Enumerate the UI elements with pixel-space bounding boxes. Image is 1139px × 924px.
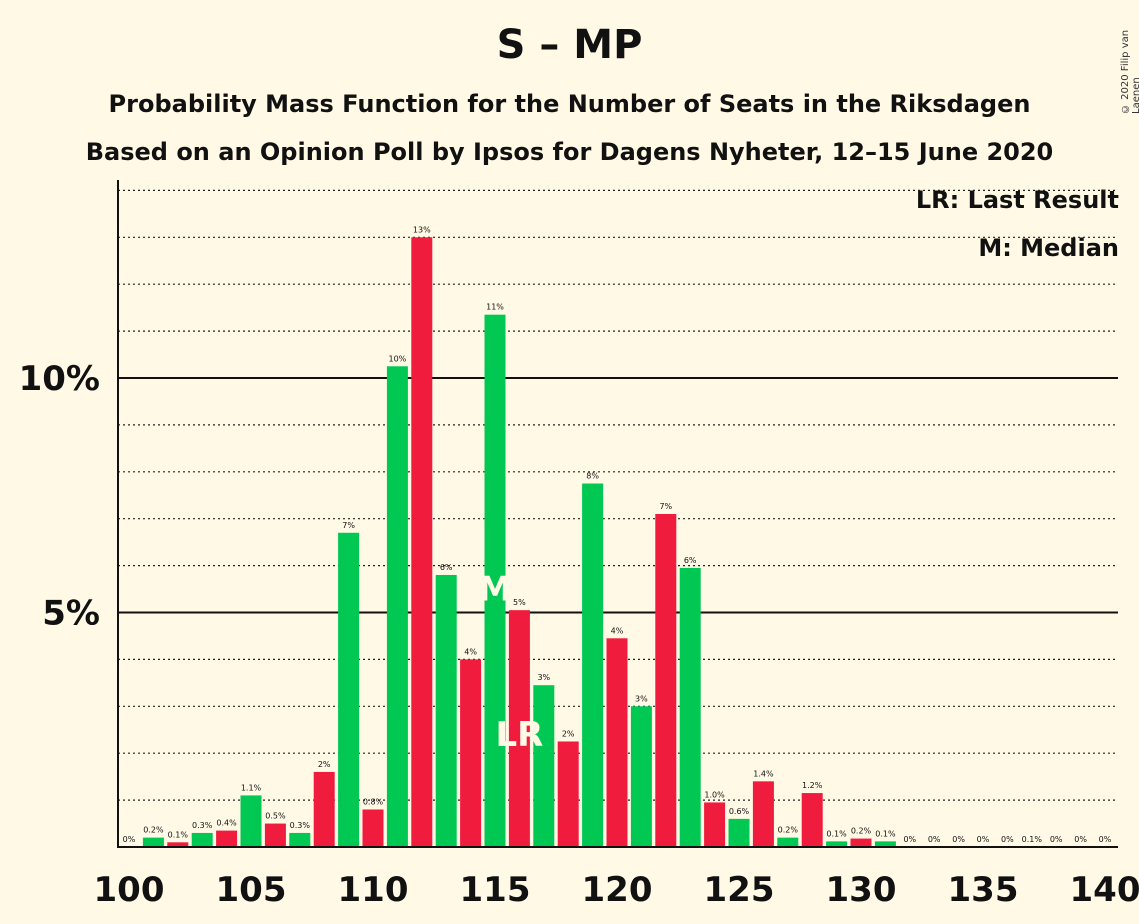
bar-seat-130 <box>850 838 872 847</box>
bar-label: 7% <box>342 521 355 530</box>
legend-median: M: Median <box>978 234 1119 262</box>
chart-title: S – MP <box>496 22 643 68</box>
bar-label: 0% <box>1001 835 1014 844</box>
bar-label: 1.0% <box>704 790 725 799</box>
bar-label: 0% <box>1074 835 1087 844</box>
bar-label: 4% <box>611 626 624 635</box>
bar-label: 1.1% <box>241 783 262 792</box>
bar-label: 13% <box>413 225 431 234</box>
bar-label: 3% <box>537 673 550 682</box>
bar-seat-117 <box>533 685 555 847</box>
bar-label: 0.2% <box>778 826 799 835</box>
x-tick-label: 135 <box>948 870 1019 910</box>
x-tick-label: 120 <box>582 870 653 910</box>
bar-seat-124 <box>704 802 726 847</box>
bar-label: 0% <box>903 835 916 844</box>
bar-label: 7% <box>659 502 672 511</box>
bar-label: 4% <box>464 647 477 656</box>
bar-label: 0% <box>952 835 965 844</box>
bar-seat-103 <box>191 832 213 847</box>
bar-label: 6% <box>440 563 453 572</box>
bar-seat-129 <box>826 841 848 847</box>
bar-seat-113 <box>435 574 457 847</box>
bar-label: 5% <box>513 598 526 607</box>
bar-label: 0.4% <box>216 819 237 828</box>
x-tick-label: 125 <box>704 870 775 910</box>
bar-label: 0.1% <box>826 829 847 838</box>
bar-label: 0.3% <box>290 821 311 830</box>
bar-label: 11% <box>486 303 504 312</box>
marker-m: M <box>478 570 512 610</box>
bar-seat-121 <box>630 706 652 847</box>
x-tick-label: 105 <box>216 870 287 910</box>
bar-seat-115 <box>484 314 506 847</box>
y-tick-label: 10% <box>19 359 100 399</box>
bar-seat-107 <box>289 832 311 847</box>
bar-label: 0.2% <box>143 826 164 835</box>
bar-label: 0.6% <box>729 807 750 816</box>
bar-seat-101 <box>142 837 164 847</box>
x-tick-label: 110 <box>338 870 409 910</box>
chart-subtitle-2: Based on an Opinion Poll by Ipsos for Da… <box>85 138 1054 166</box>
marker-lr: LR <box>495 715 543 755</box>
bar-seat-104 <box>216 830 238 847</box>
bar-seat-112 <box>411 237 433 848</box>
bar-seat-106 <box>264 823 286 847</box>
x-tick-label: 115 <box>460 870 531 910</box>
bar-seat-111 <box>386 366 408 847</box>
bar-seat-109 <box>338 532 360 847</box>
bar-seat-126 <box>752 781 774 847</box>
bar-label: 0% <box>123 835 136 844</box>
bar-label: 0% <box>977 835 990 844</box>
bar-label: 0% <box>1099 835 1112 844</box>
bar-label: 2% <box>318 760 331 769</box>
bar-label: 8% <box>586 472 599 481</box>
bar-seat-131 <box>874 841 896 847</box>
bar-seat-125 <box>728 818 750 847</box>
bar-seat-110 <box>362 809 384 847</box>
bar-label: 0.1% <box>875 829 896 838</box>
bar-seat-120 <box>606 638 628 847</box>
bar-seat-122 <box>655 514 677 847</box>
bar-seat-119 <box>582 483 604 847</box>
bar-label: 10% <box>389 354 407 363</box>
bar-seat-116 <box>508 610 530 847</box>
bar-label: 3% <box>635 694 648 703</box>
bar-label: 0% <box>928 835 941 844</box>
x-tick-label: 140 <box>1070 870 1139 910</box>
y-tick-label: 5% <box>42 594 100 634</box>
bar-seat-105 <box>240 795 262 847</box>
bar-label: 2% <box>562 729 575 738</box>
bar-label: 0.3% <box>192 821 213 830</box>
bar-label: 0% <box>1050 835 1063 844</box>
bar-seat-108 <box>313 771 335 847</box>
bar-seat-102 <box>167 842 189 847</box>
bar-label: 1.4% <box>753 769 774 778</box>
bar-seat-128 <box>801 793 823 847</box>
bar-label: 6% <box>684 556 697 565</box>
bar-label: 1.2% <box>802 781 823 790</box>
bar-label: 0.1% <box>168 830 189 839</box>
bar-seat-127 <box>777 837 799 847</box>
bar-seat-114 <box>460 659 482 847</box>
chart-subtitle: Probability Mass Function for the Number… <box>108 90 1031 118</box>
bar-label: 0.8% <box>363 797 384 806</box>
bar-seat-118 <box>557 741 579 847</box>
bar-label: 0.5% <box>265 812 286 821</box>
bar-label: 0.1% <box>1022 835 1043 844</box>
x-tick-label: 130 <box>826 870 897 910</box>
x-tick-label: 100 <box>94 870 165 910</box>
bar-label: 0.2% <box>851 827 872 836</box>
bar-seat-123 <box>679 567 701 847</box>
